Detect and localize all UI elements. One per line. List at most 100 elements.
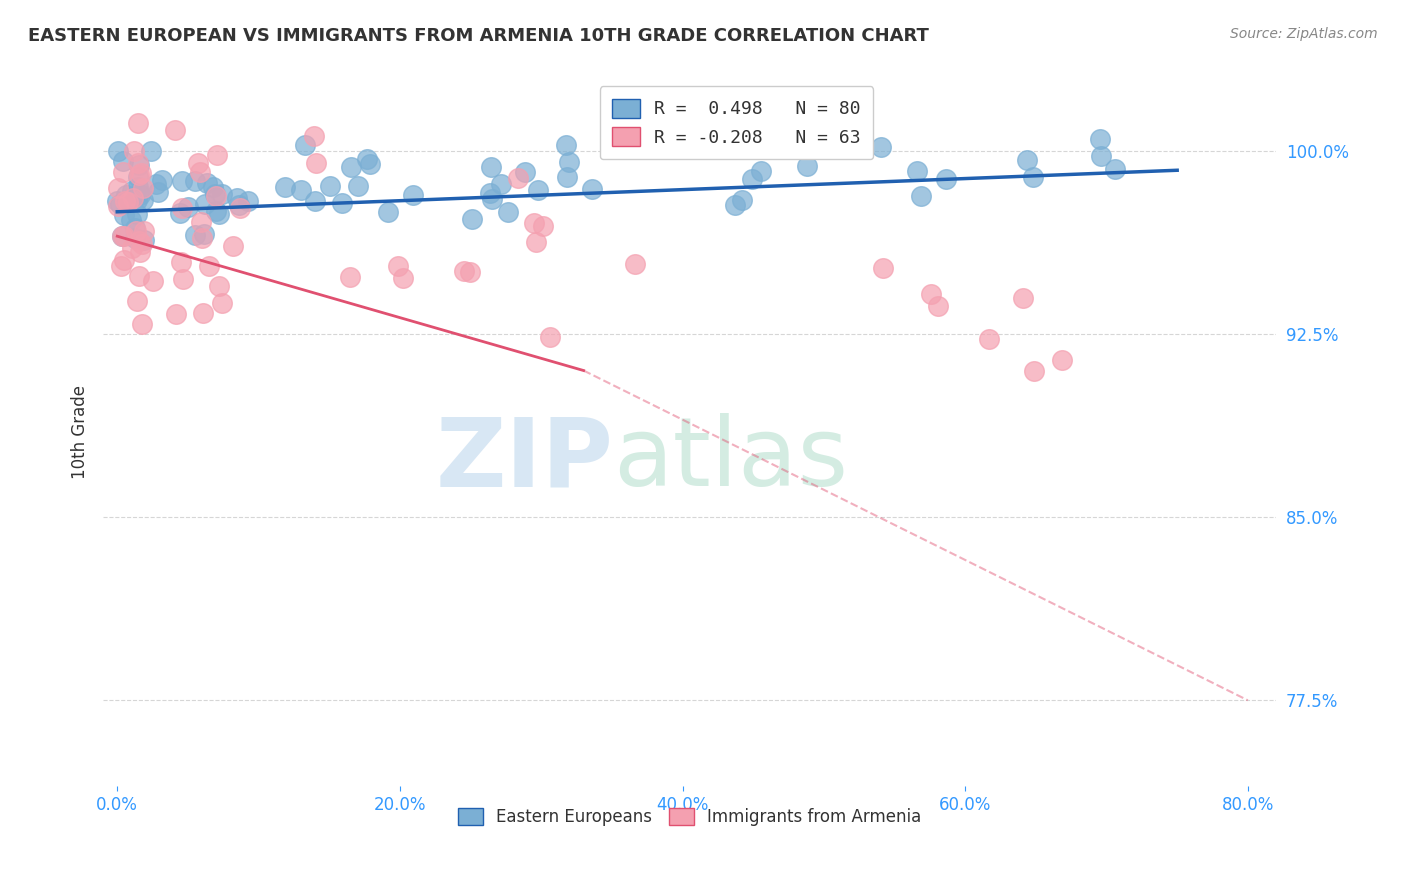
Point	[1050, 352, 1073, 367]
Point	[211, 187, 233, 202]
Point	[124, 221, 146, 235]
Point	[479, 186, 502, 201]
Point	[489, 177, 512, 191]
Point	[751, 163, 773, 178]
Point	[318, 179, 340, 194]
Point	[112, 229, 135, 244]
Point	[1090, 148, 1112, 162]
Point	[290, 183, 312, 197]
Point	[458, 264, 481, 278]
Point	[184, 174, 207, 188]
Point	[111, 228, 134, 243]
Point	[107, 145, 129, 159]
Point	[121, 185, 143, 199]
Point	[222, 239, 245, 253]
Point	[347, 178, 370, 193]
Point	[205, 189, 228, 203]
Point	[129, 166, 152, 180]
Point	[202, 180, 225, 194]
Point	[139, 145, 162, 159]
Point	[177, 200, 200, 214]
Point	[796, 159, 818, 173]
Point	[193, 227, 215, 241]
Point	[304, 194, 326, 209]
Point	[131, 236, 153, 251]
Point	[128, 268, 150, 283]
Point	[145, 178, 167, 192]
Point	[515, 165, 537, 179]
Point	[228, 197, 250, 211]
Point	[977, 332, 1000, 346]
Point	[1015, 153, 1038, 167]
Point	[170, 201, 193, 215]
Point	[294, 137, 316, 152]
Point	[127, 116, 149, 130]
Point	[756, 142, 779, 156]
Point	[935, 171, 957, 186]
Point	[453, 264, 475, 278]
Point	[107, 199, 129, 213]
Point	[225, 191, 247, 205]
Point	[1022, 170, 1045, 185]
Point	[506, 171, 529, 186]
Point	[111, 228, 134, 243]
Point	[193, 197, 215, 211]
Point	[730, 193, 752, 207]
Point	[392, 271, 415, 285]
Point	[134, 233, 156, 247]
Point	[148, 186, 170, 200]
Point	[274, 180, 297, 194]
Point	[142, 274, 165, 288]
Point	[920, 287, 942, 301]
Point	[128, 169, 150, 183]
Point	[195, 176, 218, 190]
Point	[1088, 132, 1111, 146]
Point	[110, 259, 132, 273]
Point	[172, 272, 194, 286]
Point	[526, 182, 548, 196]
Point	[359, 157, 381, 171]
Point	[330, 196, 353, 211]
Point	[170, 174, 193, 188]
Point	[191, 231, 214, 245]
Point	[112, 208, 135, 222]
Point	[132, 193, 155, 207]
Point	[211, 295, 233, 310]
Point	[557, 154, 579, 169]
Point	[107, 181, 129, 195]
Point	[204, 186, 226, 201]
Point	[377, 205, 399, 219]
Point	[108, 197, 131, 211]
Point	[169, 255, 191, 269]
Point	[132, 224, 155, 238]
Point	[125, 293, 148, 308]
Point	[190, 215, 212, 229]
Point	[872, 260, 894, 275]
Point	[402, 188, 425, 202]
Point	[205, 203, 228, 218]
Point	[114, 194, 136, 208]
Point	[127, 170, 149, 185]
Point	[229, 201, 252, 215]
Point	[927, 299, 949, 313]
Point	[188, 165, 211, 179]
Point	[197, 259, 219, 273]
Point	[183, 228, 205, 243]
Point	[114, 187, 136, 202]
Point	[498, 204, 520, 219]
Point	[122, 191, 145, 205]
Point	[538, 330, 561, 344]
Point	[131, 317, 153, 331]
Point	[131, 181, 153, 195]
Point	[165, 123, 187, 137]
Point	[128, 156, 150, 170]
Point	[120, 212, 142, 227]
Point	[127, 179, 149, 194]
Point	[208, 279, 231, 293]
Point	[125, 193, 148, 207]
Point	[128, 234, 150, 248]
Y-axis label: 10th Grade: 10th Grade	[72, 384, 89, 479]
Point	[624, 257, 647, 271]
Point	[238, 194, 260, 208]
Point	[122, 144, 145, 158]
